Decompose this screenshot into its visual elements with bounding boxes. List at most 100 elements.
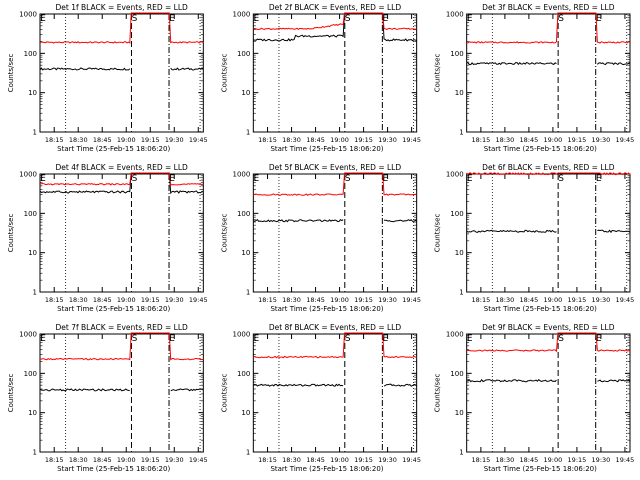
y-tick-label: 1000 bbox=[233, 171, 251, 179]
x-tick-label: 19:45 bbox=[616, 136, 635, 144]
x-tick-label: 19:00 bbox=[330, 456, 349, 464]
x-tick-label: 19:15 bbox=[354, 296, 373, 304]
panel-det-7f: Det 7f BLACK = Events, RED = LLD 1 10 100 10… bbox=[7, 323, 208, 473]
y-tick-label: 10 bbox=[455, 249, 464, 257]
y-tick-label: 1 bbox=[459, 289, 463, 297]
x-tick-label: 19:45 bbox=[616, 456, 635, 464]
x-tick-label: 18:30 bbox=[282, 136, 301, 144]
y-axis-label: Counts/sec bbox=[220, 54, 228, 93]
panel-det-1f: Det 1f BLACK = Events, RED = LLD 1 10 100 10… bbox=[7, 3, 208, 153]
plot-frame bbox=[252, 333, 418, 453]
x-tick-label: 18:30 bbox=[496, 136, 515, 144]
marker-letter: S bbox=[132, 14, 138, 24]
plot-frame bbox=[39, 173, 204, 293]
marker-letter: E bbox=[596, 174, 602, 184]
plot-frame bbox=[466, 333, 631, 453]
panel-det-3f: Det 3f BLACK = Events, RED = LLD 1 10 100 10… bbox=[434, 3, 635, 153]
series-lld-line bbox=[39, 12, 204, 44]
panel-title: Det 6f BLACK = Events, RED = LLD bbox=[482, 163, 615, 172]
y-tick-label: 1 bbox=[459, 449, 463, 457]
panel-title: Det 1f BLACK = Events, RED = LLD bbox=[56, 3, 189, 12]
y-tick-label: 1 bbox=[246, 289, 250, 297]
x-tick-label: 18:15 bbox=[258, 296, 277, 304]
y-tick-label: 1000 bbox=[19, 171, 37, 179]
x-tick-label: 18:30 bbox=[69, 456, 88, 464]
series-lld-line bbox=[466, 172, 631, 176]
y-tick-label: 1 bbox=[33, 289, 37, 297]
series-events-line bbox=[597, 379, 631, 383]
x-tick-label: 19:00 bbox=[117, 296, 136, 304]
x-tick-label: 18:15 bbox=[45, 296, 64, 304]
x-tick-label: 19:45 bbox=[402, 296, 421, 304]
x-tick-label: 19:15 bbox=[141, 136, 160, 144]
series-events-line bbox=[253, 383, 344, 387]
x-axis-label: Start Time (25-Feb-15 18:06:20) bbox=[270, 465, 383, 473]
marker-letter: E bbox=[40, 174, 46, 184]
x-tick-label: 18:15 bbox=[472, 136, 491, 144]
series-events-line bbox=[466, 378, 557, 383]
x-tick-label: 19:15 bbox=[568, 456, 587, 464]
y-tick-label: 100 bbox=[450, 50, 463, 58]
series-events-line bbox=[253, 219, 344, 223]
x-tick-label: 19:15 bbox=[354, 456, 373, 464]
series-events-line bbox=[170, 67, 204, 71]
x-tick-label: 18:15 bbox=[45, 136, 64, 144]
panel-title: Det 8f BLACK = Events, RED = LLD bbox=[269, 323, 402, 332]
x-tick-label: 18:30 bbox=[496, 296, 515, 304]
x-axis-label: Start Time (25-Feb-15 18:06:20) bbox=[484, 465, 597, 473]
x-tick-label: 18:45 bbox=[306, 456, 325, 464]
x-tick-label: 18:15 bbox=[472, 456, 491, 464]
x-axis-label: Start Time (25-Feb-15 18:06:20) bbox=[270, 145, 383, 153]
y-tick-label: 1 bbox=[33, 449, 37, 457]
y-tick-label: 10 bbox=[241, 89, 250, 97]
y-tick-label: 100 bbox=[450, 370, 463, 378]
y-axis-label: Counts/sec bbox=[7, 54, 15, 93]
x-tick-label: 18:45 bbox=[306, 136, 325, 144]
marker-letter: E bbox=[467, 14, 473, 24]
marker-letter: S bbox=[345, 174, 351, 184]
y-tick-label: 10 bbox=[241, 249, 250, 257]
series-events-line bbox=[39, 388, 130, 392]
x-tick-label: 19:45 bbox=[402, 136, 421, 144]
marker-letter: E bbox=[467, 334, 473, 344]
x-tick-label: 19:45 bbox=[402, 456, 421, 464]
x-tick-label: 18:30 bbox=[282, 456, 301, 464]
x-tick-label: 18:45 bbox=[520, 136, 539, 144]
series-events-line bbox=[39, 172, 204, 195]
marker-letter: E bbox=[253, 174, 259, 184]
y-tick-label: 100 bbox=[24, 210, 37, 218]
marker-letter: E bbox=[253, 334, 259, 344]
x-tick-label: 18:45 bbox=[520, 296, 539, 304]
y-tick-label: 1 bbox=[459, 129, 463, 137]
y-tick-label: 1000 bbox=[446, 171, 464, 179]
x-tick-label: 19:15 bbox=[568, 296, 587, 304]
x-tick-label: 19:00 bbox=[330, 136, 349, 144]
x-axis-label: Start Time (25-Feb-15 18:06:20) bbox=[484, 305, 597, 313]
series-lld-line bbox=[253, 172, 417, 196]
series-lld-line bbox=[253, 332, 417, 359]
series-events-line bbox=[170, 388, 204, 392]
x-tick-label: 19:45 bbox=[189, 456, 208, 464]
series-lld-line bbox=[466, 332, 631, 353]
marker-letter: S bbox=[558, 14, 564, 24]
y-axis-label: Counts/sec bbox=[7, 374, 15, 413]
x-tick-label: 19:15 bbox=[354, 136, 373, 144]
marker-letter: E bbox=[169, 174, 175, 184]
x-tick-label: 18:15 bbox=[258, 136, 277, 144]
y-tick-label: 1000 bbox=[233, 331, 251, 339]
y-axis-label: Counts/sec bbox=[434, 54, 442, 93]
y-tick-label: 10 bbox=[241, 409, 250, 417]
series-events-line bbox=[383, 383, 417, 387]
x-axis-label: Start Time (25-Feb-15 18:06:20) bbox=[57, 145, 170, 153]
y-tick-label: 1000 bbox=[19, 331, 37, 339]
y-tick-label: 10 bbox=[455, 409, 464, 417]
x-tick-label: 18:15 bbox=[472, 296, 491, 304]
x-tick-label: 19:30 bbox=[165, 456, 184, 464]
panel-det-2f: Det 2f BLACK = Events, RED = LLD 1 10 100 10… bbox=[220, 3, 421, 153]
marker-letter: E bbox=[467, 174, 473, 184]
marker-letter: E bbox=[253, 14, 259, 24]
y-tick-label: 1000 bbox=[19, 11, 37, 19]
panel-det-6f: Det 6f BLACK = Events, RED = LLD 1 10 100 10… bbox=[434, 163, 635, 313]
x-tick-label: 19:00 bbox=[117, 456, 136, 464]
panel-title: Det 4f BLACK = Events, RED = LLD bbox=[56, 163, 189, 172]
